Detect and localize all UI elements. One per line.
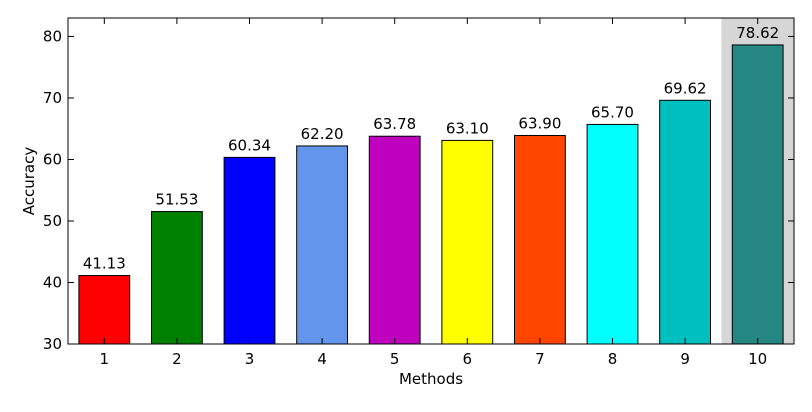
- bar-3: [223, 156, 276, 345]
- y-tick-label-70: 70: [43, 89, 62, 107]
- x-tick-label-3: 3: [245, 350, 255, 368]
- data-label-4: 62.20: [301, 125, 344, 143]
- x-tick-label-2: 2: [172, 350, 182, 368]
- bar-1: [78, 275, 131, 345]
- plot-frame: [67, 17, 795, 345]
- data-label-2: 51.53: [155, 191, 198, 209]
- data-label-1: 41.13: [83, 255, 126, 273]
- data-label-8: 65.70: [591, 103, 634, 121]
- data-label-9: 69.62: [664, 79, 707, 97]
- bar-7: [513, 134, 566, 345]
- x-tick-label-9: 9: [680, 350, 690, 368]
- x-tick-label-5: 5: [390, 350, 400, 368]
- y-tick-label-40: 40: [43, 273, 62, 291]
- bar-8: [586, 123, 639, 345]
- x-tick-label-7: 7: [535, 350, 545, 368]
- bar-9: [659, 99, 712, 345]
- data-label-5: 63.78: [373, 115, 416, 133]
- bar-4: [296, 145, 349, 345]
- y-tick-label-50: 50: [43, 212, 62, 230]
- bar-5: [368, 135, 421, 345]
- data-label-10: 78.62: [736, 24, 779, 42]
- x-tick-label-1: 1: [100, 350, 110, 368]
- bar-10: [731, 44, 784, 345]
- bar-6: [441, 139, 494, 345]
- y-tick-label-60: 60: [43, 150, 62, 168]
- x-tick-label-10: 10: [748, 350, 767, 368]
- data-label-3: 60.34: [228, 136, 271, 154]
- x-tick-label-6: 6: [463, 350, 473, 368]
- bar-2: [150, 211, 203, 345]
- data-label-7: 63.90: [518, 114, 561, 132]
- x-axis-label: Methods: [399, 370, 463, 388]
- data-label-6: 63.10: [446, 119, 489, 137]
- x-tick-label-4: 4: [317, 350, 327, 368]
- y-tick-label-80: 80: [43, 27, 62, 45]
- y-tick-label-30: 30: [43, 335, 62, 353]
- x-tick-label-8: 8: [608, 350, 618, 368]
- y-axis-label: Accuracy: [20, 147, 38, 216]
